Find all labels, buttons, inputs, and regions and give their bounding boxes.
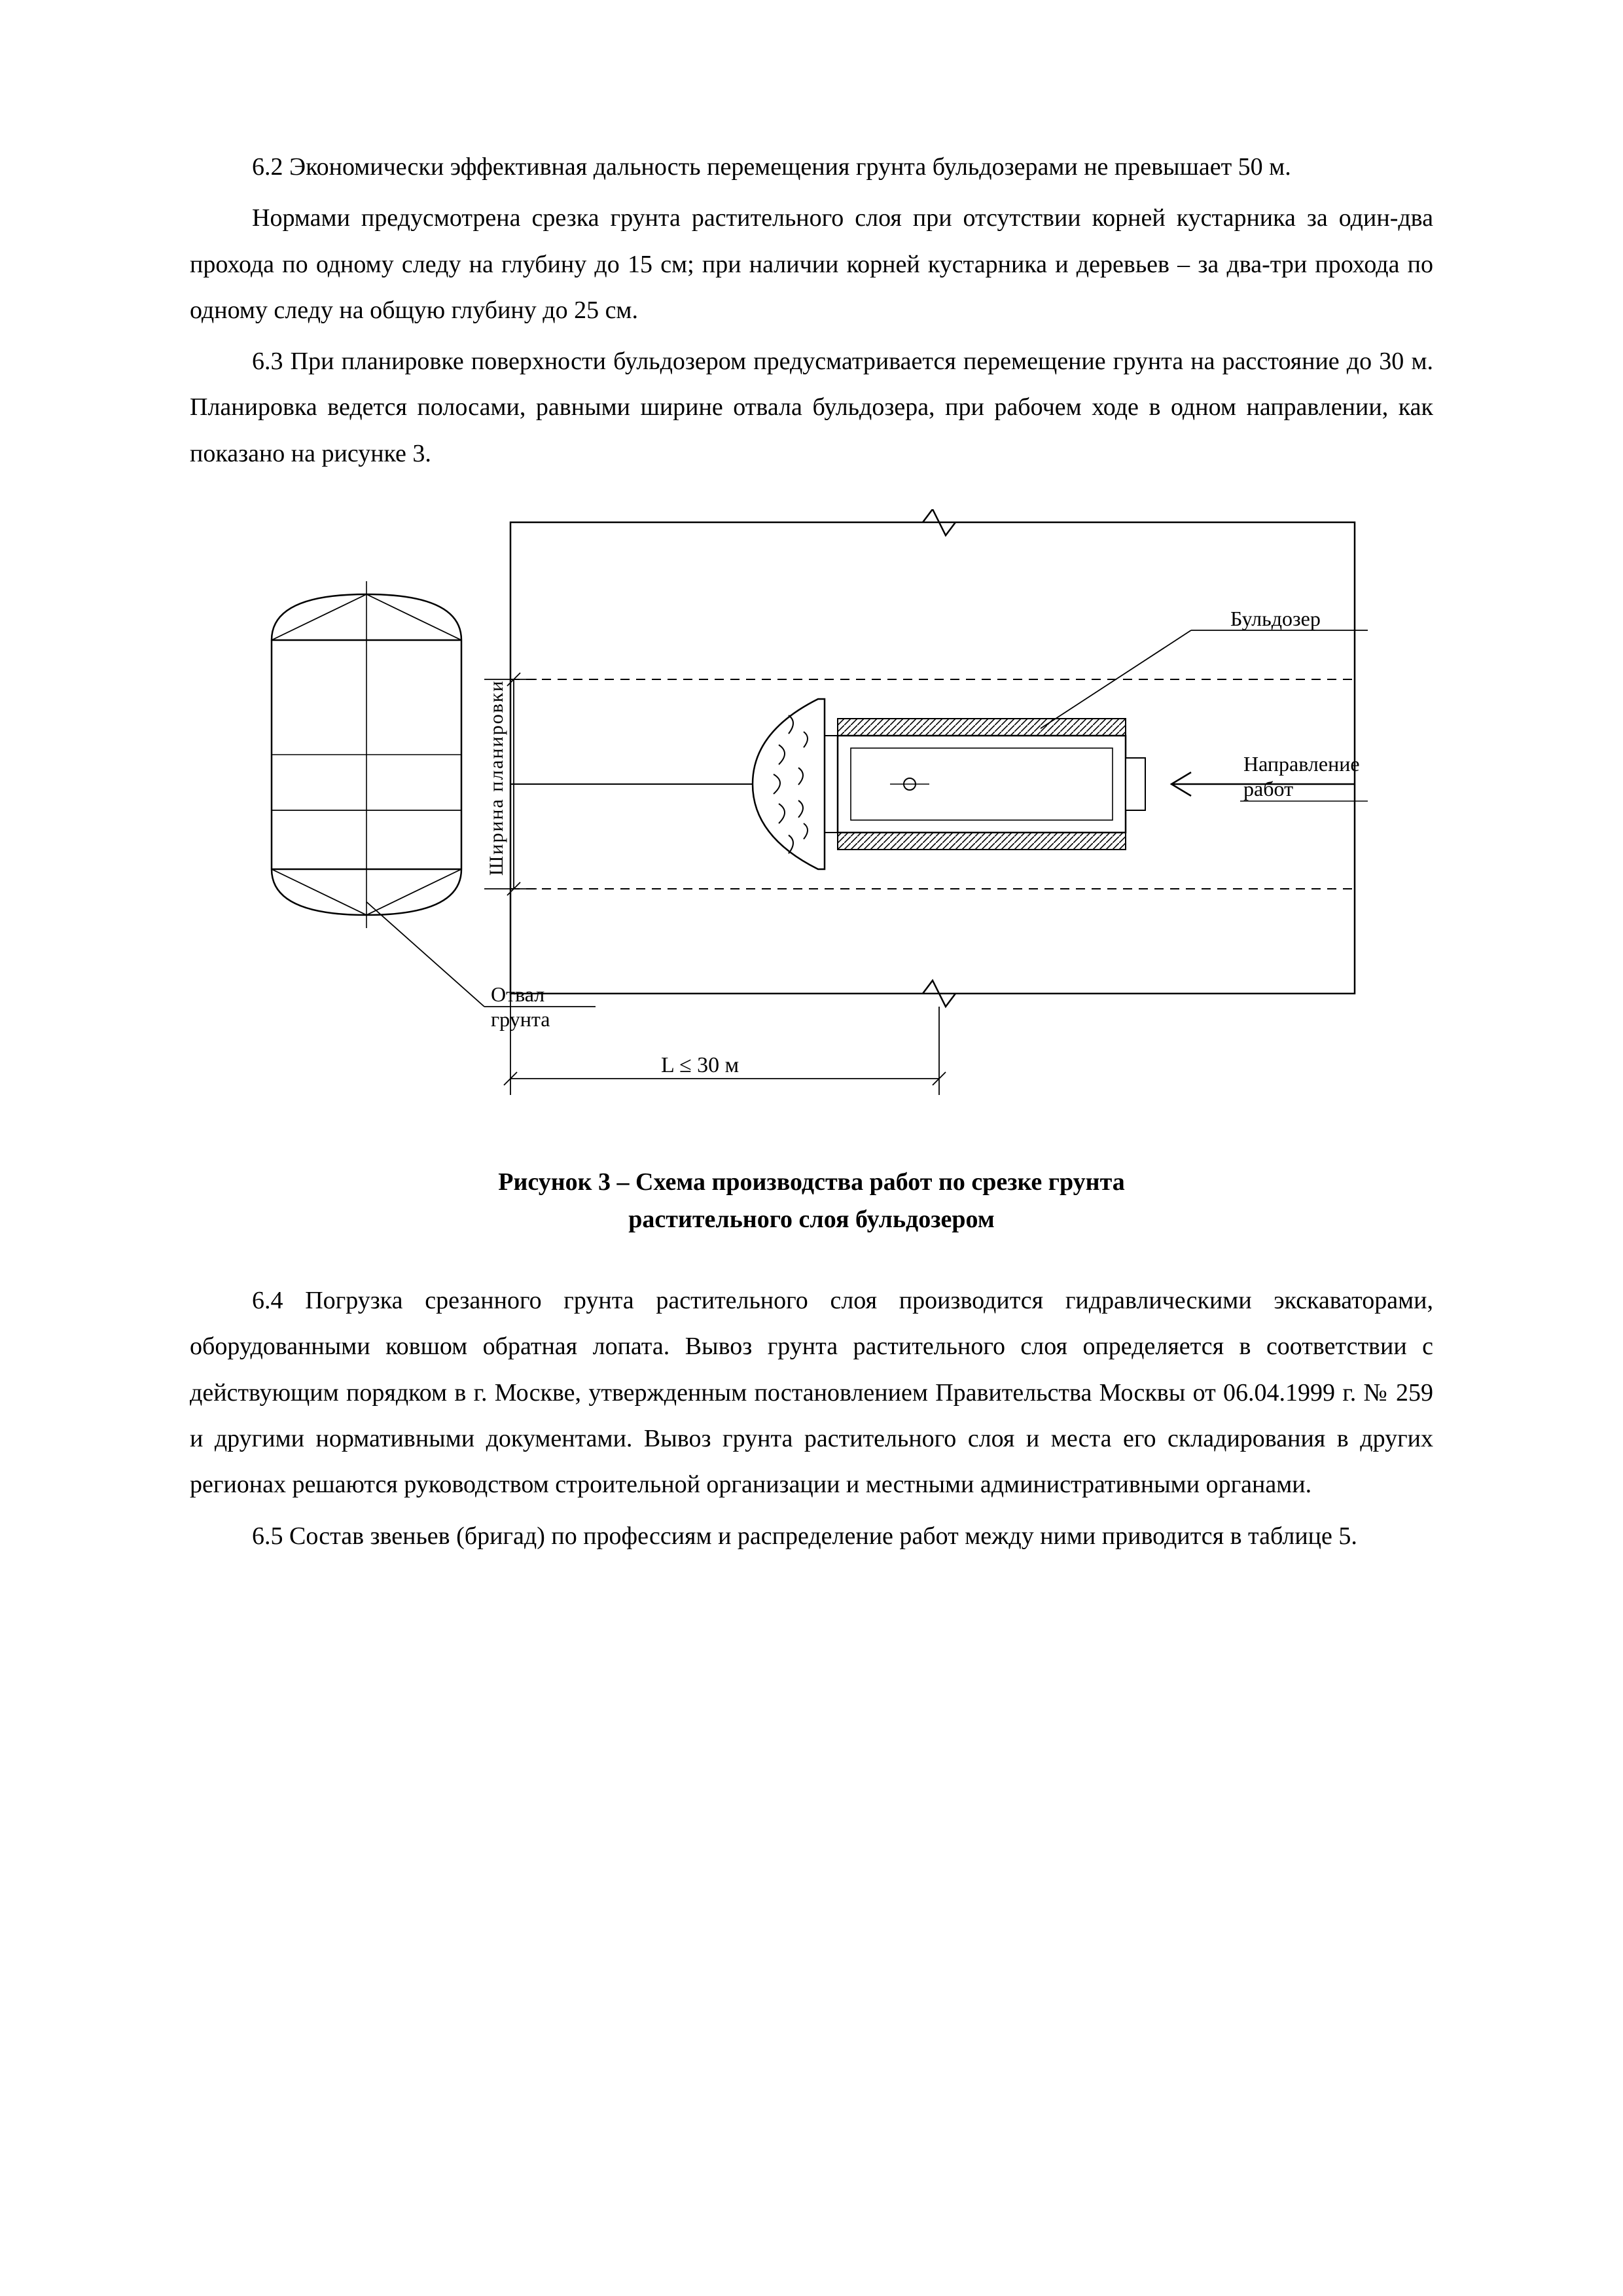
paragraph-6-2: 6.2 Экономически эффективная дальность п… [190, 144, 1433, 190]
label-length: L ≤ 30 м [661, 1053, 739, 1077]
caption-line-2: растительного слоя бульдозером [628, 1206, 994, 1233]
paragraph-6-5: 6.5 Состав звеньев (бригад) по профессия… [190, 1513, 1433, 1559]
label-direction-2: работ [1243, 777, 1293, 800]
blade-icon [753, 699, 838, 869]
paragraph-norms: Нормами предусмотрена срезка грунта раст… [190, 195, 1433, 333]
length-dimension [504, 994, 946, 1095]
figure-3-diagram: Направление работ Бульдозер [255, 509, 1368, 1138]
paragraph-6-4: 6.4 Погрузка срезанного грунта раститель… [190, 1278, 1433, 1507]
bulldozer-icon [838, 719, 1145, 850]
bulldozer-callout: Бульдозер [1041, 607, 1368, 728]
caption-line-1: Рисунок 3 – Схема производства работ по … [498, 1168, 1124, 1196]
label-spoil-2: грунта [491, 1007, 550, 1031]
label-bulldozer: Бульдозер [1230, 607, 1321, 630]
label-direction-1: Направление [1243, 752, 1360, 776]
spoil-callout: Отвал грунта [366, 902, 596, 1031]
label-width: Ширина планировки [486, 680, 507, 876]
figure-3-caption: Рисунок 3 – Схема производства работ по … [190, 1164, 1433, 1238]
soil-pile-icon [272, 581, 461, 928]
label-spoil-1: Отвал [491, 982, 544, 1006]
paragraph-6-3: 6.3 При планировке поверхности бульдозер… [190, 338, 1433, 476]
figure-3-container: Направление работ Бульдозер [190, 509, 1433, 1138]
